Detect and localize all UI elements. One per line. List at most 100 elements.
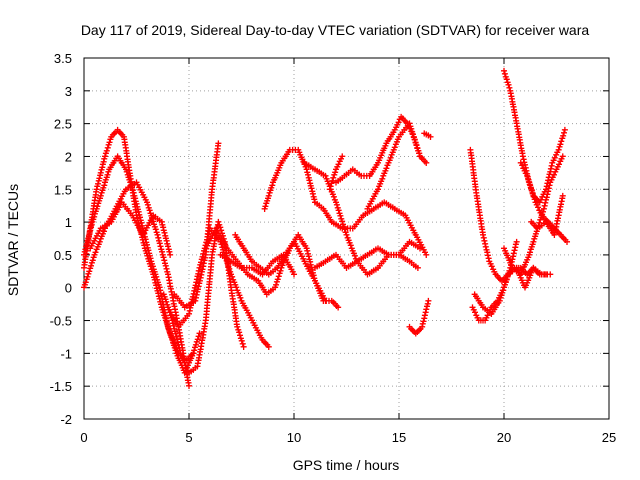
data-point: + bbox=[274, 261, 281, 275]
data-point: + bbox=[412, 259, 419, 273]
data-point: + bbox=[200, 257, 207, 271]
data-point: + bbox=[224, 257, 231, 271]
data-point: + bbox=[281, 250, 288, 264]
data-point: + bbox=[532, 230, 539, 244]
data-point: + bbox=[134, 211, 141, 225]
data-point: + bbox=[106, 163, 113, 177]
data-point: + bbox=[311, 271, 318, 285]
data-point: + bbox=[325, 211, 332, 225]
data-point: + bbox=[391, 123, 398, 137]
data-point: + bbox=[134, 178, 141, 192]
data-point: + bbox=[271, 173, 278, 187]
data-point: + bbox=[170, 339, 177, 353]
data-point: + bbox=[185, 356, 192, 370]
data-point: + bbox=[512, 241, 519, 255]
data-point: + bbox=[220, 243, 227, 257]
data-point: + bbox=[141, 227, 148, 241]
data-point: + bbox=[115, 152, 122, 166]
data-point: + bbox=[188, 348, 195, 362]
data-point: + bbox=[491, 303, 498, 317]
data-point: + bbox=[284, 255, 291, 269]
data-point: + bbox=[164, 237, 171, 251]
data-point: + bbox=[152, 210, 159, 224]
data-point: + bbox=[113, 200, 120, 214]
data-point: + bbox=[253, 258, 260, 272]
data-point: + bbox=[146, 257, 153, 271]
data-point: + bbox=[187, 350, 194, 364]
data-point: + bbox=[508, 89, 515, 103]
data-point: + bbox=[194, 270, 201, 284]
data-point: + bbox=[550, 153, 557, 167]
data-point: + bbox=[311, 274, 318, 288]
data-point: + bbox=[262, 285, 269, 299]
data-point: + bbox=[251, 319, 258, 333]
data-point: + bbox=[473, 186, 480, 200]
data-point: + bbox=[118, 156, 125, 170]
data-point: + bbox=[366, 247, 373, 261]
data-point: + bbox=[542, 215, 549, 229]
data-point: + bbox=[203, 233, 210, 247]
data-point: + bbox=[333, 299, 340, 313]
data-point: + bbox=[96, 224, 103, 238]
data-point: + bbox=[128, 175, 135, 189]
data-point: + bbox=[537, 213, 544, 227]
data-point: + bbox=[259, 263, 266, 277]
data-point: + bbox=[223, 252, 230, 266]
data-point: + bbox=[192, 291, 199, 305]
data-point: + bbox=[160, 298, 167, 312]
data-point: + bbox=[316, 258, 323, 272]
data-point: + bbox=[259, 333, 266, 347]
data-point: + bbox=[198, 253, 205, 267]
data-point: + bbox=[556, 206, 563, 220]
data-point: + bbox=[251, 256, 258, 270]
data-point: + bbox=[126, 164, 133, 178]
data-point: + bbox=[285, 145, 292, 159]
data-point: + bbox=[317, 287, 324, 301]
series-arc-3: ++++++++++++++++++++++++++++++++++++++++… bbox=[80, 176, 192, 394]
data-point: + bbox=[402, 239, 409, 253]
data-point: + bbox=[91, 207, 98, 221]
data-point: + bbox=[384, 159, 391, 173]
data-point: + bbox=[521, 281, 528, 295]
data-point: + bbox=[306, 264, 313, 278]
data-point: + bbox=[177, 348, 184, 362]
data-point: + bbox=[412, 228, 419, 242]
data-point: + bbox=[421, 245, 428, 259]
data-point: + bbox=[406, 255, 413, 269]
data-point: + bbox=[227, 265, 234, 279]
data-point: + bbox=[388, 148, 395, 162]
data-point: + bbox=[145, 218, 152, 232]
data-point: + bbox=[335, 204, 342, 218]
data-point: + bbox=[515, 128, 522, 142]
data-point: + bbox=[107, 212, 114, 226]
data-point: + bbox=[371, 190, 378, 204]
data-point: + bbox=[332, 165, 339, 179]
data-point: + bbox=[318, 257, 325, 271]
data-point: + bbox=[179, 350, 186, 364]
data-point: + bbox=[169, 336, 176, 350]
data-point: + bbox=[239, 337, 246, 351]
data-point: + bbox=[482, 240, 489, 254]
data-point: + bbox=[512, 238, 519, 252]
data-point: + bbox=[98, 230, 105, 244]
data-point: + bbox=[192, 294, 199, 308]
data-point: + bbox=[171, 287, 178, 301]
data-point: + bbox=[503, 273, 510, 287]
data-point: + bbox=[176, 344, 183, 358]
data-point: + bbox=[286, 241, 293, 255]
data-point: + bbox=[332, 218, 339, 232]
data-point: + bbox=[509, 95, 516, 109]
series-arc-6: ++++++++++++++++++++++++++++++++++++++++… bbox=[171, 136, 222, 314]
data-point: + bbox=[389, 201, 396, 215]
data-point: + bbox=[101, 150, 108, 164]
data-point: + bbox=[385, 198, 392, 212]
data-point: + bbox=[193, 335, 200, 349]
series-arc-25: ++++++++++++++++++++++++++++++++++++++++… bbox=[500, 189, 566, 282]
data-point: + bbox=[331, 193, 338, 207]
data-point: + bbox=[177, 346, 184, 360]
data-point: + bbox=[202, 239, 209, 253]
data-point: + bbox=[306, 252, 313, 266]
data-point: + bbox=[340, 220, 347, 234]
data-point: + bbox=[292, 143, 299, 157]
data-point: + bbox=[282, 248, 289, 262]
